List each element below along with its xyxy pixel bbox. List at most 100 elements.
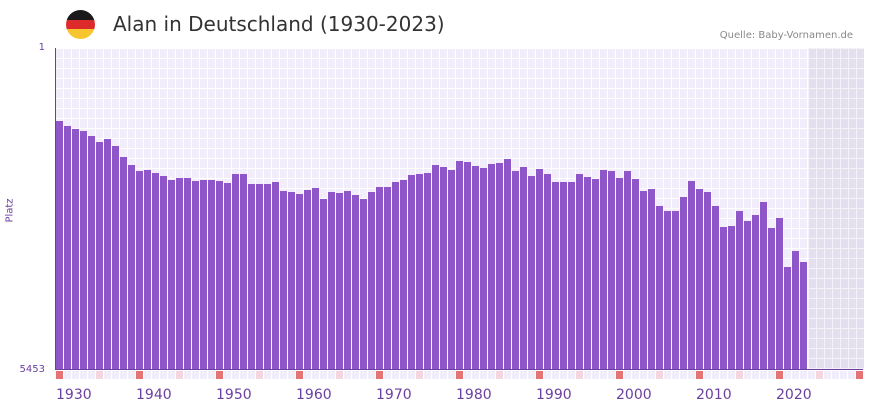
y-axis-label: Platz: [4, 198, 16, 223]
bar-2009[interactable]: [688, 181, 695, 370]
bar-1977[interactable]: [432, 165, 439, 370]
bar-1945[interactable]: [176, 178, 183, 370]
bar-1998[interactable]: [600, 170, 607, 370]
year-marker: [776, 371, 783, 379]
bar-1990[interactable]: [536, 169, 543, 370]
bar-2001[interactable]: [624, 171, 631, 370]
bar-2015[interactable]: [736, 211, 743, 370]
bar-2002[interactable]: [632, 179, 639, 370]
bar-2023[interactable]: [800, 262, 807, 370]
bar-1963[interactable]: [320, 199, 327, 370]
bar-1976[interactable]: [424, 173, 431, 370]
bar-2013[interactable]: [720, 227, 727, 370]
bar-1972[interactable]: [392, 182, 399, 370]
bar-1934[interactable]: [88, 136, 95, 370]
bar-1981[interactable]: [464, 162, 471, 370]
bar-1958[interactable]: [280, 191, 287, 370]
bar-1992[interactable]: [552, 182, 559, 370]
bar-1938[interactable]: [120, 157, 127, 370]
year-marker: [832, 371, 839, 379]
bar-1950[interactable]: [216, 181, 223, 370]
bar-1997[interactable]: [592, 179, 599, 370]
bar-2006[interactable]: [664, 211, 671, 370]
bar-2017[interactable]: [752, 215, 759, 370]
year-marker: [824, 371, 831, 379]
bar-1973[interactable]: [400, 180, 407, 370]
bar-1952[interactable]: [232, 174, 239, 370]
bar-1999[interactable]: [608, 171, 615, 370]
bar-1937[interactable]: [112, 146, 119, 370]
bar-1959[interactable]: [288, 192, 295, 370]
bar-1989[interactable]: [528, 176, 535, 370]
bar-1994[interactable]: [568, 182, 575, 370]
bar-1975[interactable]: [416, 174, 423, 370]
bar-1985[interactable]: [496, 163, 503, 370]
bar-1980[interactable]: [456, 161, 463, 370]
bar-2014[interactable]: [728, 226, 735, 370]
bar-2005[interactable]: [656, 206, 663, 370]
year-marker: [352, 371, 359, 379]
bar-1983[interactable]: [480, 168, 487, 370]
bar-1947[interactable]: [192, 181, 199, 370]
bar-1935[interactable]: [96, 142, 103, 370]
source-link[interactable]: Quelle: Baby-Vornamen.de: [719, 30, 853, 41]
bar-1955[interactable]: [256, 184, 263, 370]
bar-1936[interactable]: [104, 139, 111, 370]
bar-2011[interactable]: [704, 192, 711, 370]
bar-2007[interactable]: [672, 211, 679, 370]
bar-2022[interactable]: [792, 251, 799, 370]
bar-1979[interactable]: [448, 170, 455, 370]
bar-1971[interactable]: [384, 187, 391, 370]
bar-2021[interactable]: [784, 267, 791, 370]
bar-1944[interactable]: [168, 180, 175, 370]
bar-1995[interactable]: [576, 174, 583, 370]
bar-1946[interactable]: [184, 178, 191, 370]
bar-1960[interactable]: [296, 194, 303, 370]
bar-1996[interactable]: [584, 177, 591, 370]
bar-2008[interactable]: [680, 197, 687, 370]
bar-2010[interactable]: [696, 189, 703, 370]
bar-1966[interactable]: [344, 191, 351, 370]
bar-1969[interactable]: [368, 192, 375, 370]
bar-1964[interactable]: [328, 192, 335, 370]
bar-1970[interactable]: [376, 187, 383, 370]
bar-1939[interactable]: [128, 165, 135, 370]
bar-1961[interactable]: [304, 190, 311, 370]
bar-1993[interactable]: [560, 182, 567, 370]
bar-1986[interactable]: [504, 159, 511, 370]
bar-1948[interactable]: [200, 180, 207, 370]
bar-1943[interactable]: [160, 176, 167, 370]
bar-2019[interactable]: [768, 228, 775, 370]
bar-1978[interactable]: [440, 167, 447, 370]
bar-1932[interactable]: [72, 129, 79, 370]
bar-1951[interactable]: [224, 183, 231, 370]
bar-1967[interactable]: [352, 195, 359, 370]
bar-2016[interactable]: [744, 221, 751, 370]
bar-1930[interactable]: [56, 121, 63, 370]
bar-2012[interactable]: [712, 206, 719, 370]
bar-2003[interactable]: [640, 191, 647, 370]
bar-1988[interactable]: [520, 167, 527, 370]
bar-2020[interactable]: [776, 218, 783, 370]
bar-1941[interactable]: [144, 170, 151, 370]
bar-1984[interactable]: [488, 164, 495, 370]
bar-1968[interactable]: [360, 199, 367, 370]
bar-1949[interactable]: [208, 180, 215, 370]
bar-1942[interactable]: [152, 173, 159, 370]
bar-1956[interactable]: [264, 184, 271, 370]
bar-1953[interactable]: [240, 174, 247, 370]
bar-2000[interactable]: [616, 178, 623, 370]
bar-1974[interactable]: [408, 175, 415, 370]
bar-1965[interactable]: [336, 193, 343, 370]
bar-2018[interactable]: [760, 202, 767, 370]
bar-1982[interactable]: [472, 166, 479, 370]
bar-1962[interactable]: [312, 188, 319, 370]
bar-2004[interactable]: [648, 189, 655, 370]
bar-1957[interactable]: [272, 182, 279, 370]
bar-1933[interactable]: [80, 131, 87, 370]
bar-1954[interactable]: [248, 184, 255, 370]
bar-1991[interactable]: [544, 174, 551, 370]
bar-1987[interactable]: [512, 171, 519, 370]
bar-1931[interactable]: [64, 126, 71, 370]
bar-1940[interactable]: [136, 171, 143, 370]
